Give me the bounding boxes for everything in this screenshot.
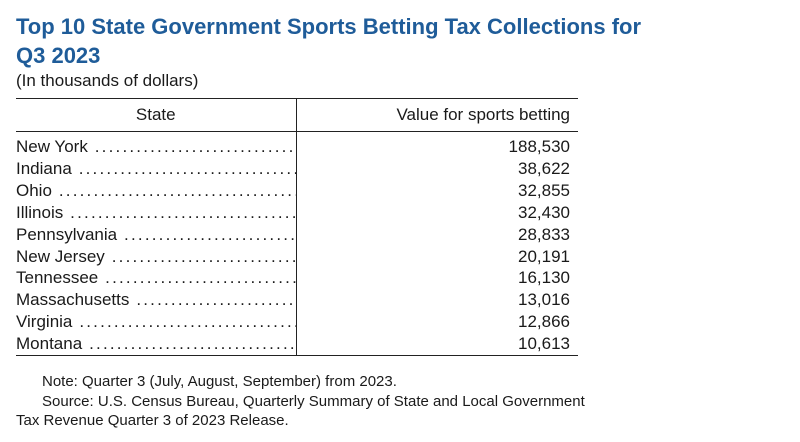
table-row: Montana ................................… xyxy=(16,333,578,356)
state-leader: Ohio ...................................… xyxy=(16,180,295,202)
dot-leader: ........................................… xyxy=(136,290,296,310)
dot-leader: ........................................… xyxy=(94,137,296,156)
value-cell: 20,191 xyxy=(518,246,570,266)
state-name: Ohio xyxy=(16,180,52,200)
dot-leader: ........................................… xyxy=(111,246,295,266)
state-leader: Montana ................................… xyxy=(16,333,296,355)
state-leader: Indiana ................................… xyxy=(16,158,295,180)
value-cell: 38,622 xyxy=(518,158,570,178)
state-name: Illinois xyxy=(16,202,64,222)
footnotes: Note: Quarter 3 (July, August, September… xyxy=(16,372,596,431)
dot-leader: ........................................… xyxy=(105,268,296,288)
state-name: Indiana xyxy=(16,158,72,178)
state-cell: Tennessee ..............................… xyxy=(16,267,297,290)
value-cell: 32,855 xyxy=(518,180,570,200)
dot-leader: ........................................… xyxy=(78,158,295,178)
table-row: Massachusetts ..........................… xyxy=(16,289,578,312)
value-cell: 28,833 xyxy=(518,224,570,244)
state-name: Montana xyxy=(16,334,83,354)
state-leader: Pennsylvania ...........................… xyxy=(16,224,295,246)
value-cell: 10,613 xyxy=(518,334,570,354)
table-title: Top 10 State Government Sports Betting T… xyxy=(16,14,642,68)
state-leader: New Jersey .............................… xyxy=(16,246,295,268)
value-cell: 16,130 xyxy=(518,268,570,288)
dot-leader: ........................................… xyxy=(58,180,295,200)
source-text: Source: U.S. Census Bureau, Quarterly Su… xyxy=(16,392,585,430)
state-cell: Indiana ................................… xyxy=(16,157,297,180)
data-table-container: State Value for sports betting New York … xyxy=(16,98,578,356)
table-row: Virginia ...............................… xyxy=(16,311,578,334)
state-leader: Virginia ...............................… xyxy=(16,311,295,333)
state-name: Massachusetts xyxy=(16,290,130,310)
dot-leader: ........................................… xyxy=(89,334,296,354)
table-row: Ohio ...................................… xyxy=(16,179,578,202)
table-body: New York ...............................… xyxy=(16,131,578,356)
state-leader: Massachusetts ..........................… xyxy=(16,289,296,311)
note-text: Note: Quarter 3 (July, August, September… xyxy=(42,373,397,390)
state-name: New Jersey xyxy=(16,246,105,266)
dot-leader: ........................................… xyxy=(79,312,295,332)
state-name: Tennessee xyxy=(16,268,99,288)
state-cell: Pennsylvania ...........................… xyxy=(16,223,297,246)
table-header-row: State Value for sports betting xyxy=(16,98,578,132)
dot-leader: ........................................… xyxy=(124,224,295,244)
state-name: Virginia xyxy=(16,312,73,332)
table-row: New Jersey .............................… xyxy=(16,245,578,268)
value-cell: 13,016 xyxy=(518,290,570,310)
sports-betting-table: State Value for sports betting New York … xyxy=(16,98,578,356)
state-name: Pennsylvania xyxy=(16,224,118,244)
state-leader: Illinois ...............................… xyxy=(16,202,295,224)
state-cell: Illinois ...............................… xyxy=(16,201,297,224)
state-cell: Massachusetts ..........................… xyxy=(16,289,297,312)
state-cell: Montana ................................… xyxy=(16,333,297,356)
state-name: New York xyxy=(16,137,88,156)
state-cell: New Jersey .............................… xyxy=(16,245,297,268)
dot-leader: ........................................… xyxy=(70,202,295,222)
table-row: Tennessee ..............................… xyxy=(16,267,578,290)
state-cell: Virginia ...............................… xyxy=(16,311,297,334)
state-leader: New York ...............................… xyxy=(16,136,296,158)
table-row: Illinois ...............................… xyxy=(16,201,578,224)
state-cell: Ohio ...................................… xyxy=(16,179,297,202)
value-cell: 12,866 xyxy=(518,312,570,332)
state-cell: New York ...............................… xyxy=(16,131,297,158)
value-cell: 188,530 xyxy=(508,137,570,156)
value-cell: 32,430 xyxy=(518,202,570,222)
table-row: Pennsylvania ...........................… xyxy=(16,223,578,246)
table-row: Indiana ................................… xyxy=(16,157,578,180)
state-leader: Tennessee ..............................… xyxy=(16,267,296,289)
column-header-value: Value for sports betting xyxy=(396,105,570,124)
table-subtitle: (In thousands of dollars) xyxy=(16,71,199,90)
column-header-state: State xyxy=(16,98,297,132)
table-row: New York ...............................… xyxy=(16,131,578,158)
